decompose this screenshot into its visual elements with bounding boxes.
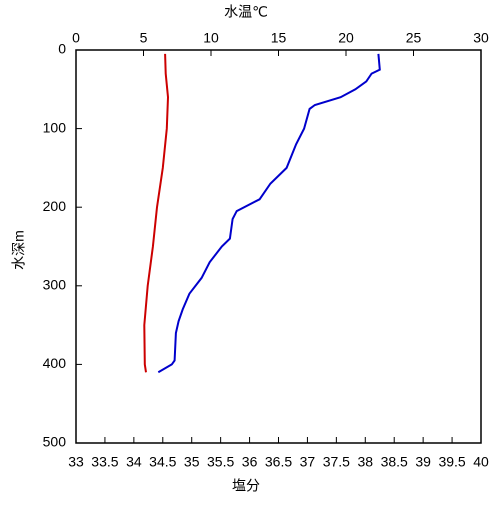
x2-tick-label: 30 [473, 30, 489, 46]
x-tick-label: 34 [126, 454, 142, 470]
x-tick-label: 38 [357, 454, 373, 470]
x2-tick-label: 0 [72, 30, 80, 46]
x-tick-label: 36 [242, 454, 258, 470]
x-tick-label: 39.5 [438, 454, 465, 470]
x-tick-label: 37.5 [323, 454, 350, 470]
x2-tick-label: 20 [338, 30, 354, 46]
x-tick-label: 35 [184, 454, 200, 470]
x-tick-label: 40 [473, 454, 489, 470]
x-tick-label: 33 [68, 454, 84, 470]
bottom-axis-label: 塩分 [232, 478, 260, 494]
x2-tick-label: 5 [140, 30, 148, 46]
x-tick-label: 38.5 [381, 454, 408, 470]
y-tick-label: 500 [43, 434, 67, 450]
x-tick-label: 35.5 [207, 454, 234, 470]
profile-line [157, 53, 381, 374]
x-tick-label: 33.5 [91, 454, 118, 470]
x-tick-label: 37 [300, 454, 316, 470]
plot-frame [75, 49, 482, 444]
profile-line [143, 53, 170, 373]
y-tick-label: 200 [43, 198, 67, 214]
top-axis-label: 水温℃ [224, 4, 268, 20]
x-tick-label: 36.5 [265, 454, 292, 470]
y-axis-label: 水深m [11, 230, 27, 270]
x2-tick-label: 10 [203, 30, 219, 46]
y-tick-label: 0 [58, 41, 66, 57]
y-tick-label: 400 [43, 355, 67, 371]
y-tick-label: 300 [43, 277, 67, 293]
x2-tick-label: 25 [406, 30, 422, 46]
y-tick-label: 100 [43, 119, 67, 135]
x-tick-label: 39 [415, 454, 431, 470]
x-tick-label: 34.5 [149, 454, 176, 470]
x2-tick-label: 15 [271, 30, 287, 46]
